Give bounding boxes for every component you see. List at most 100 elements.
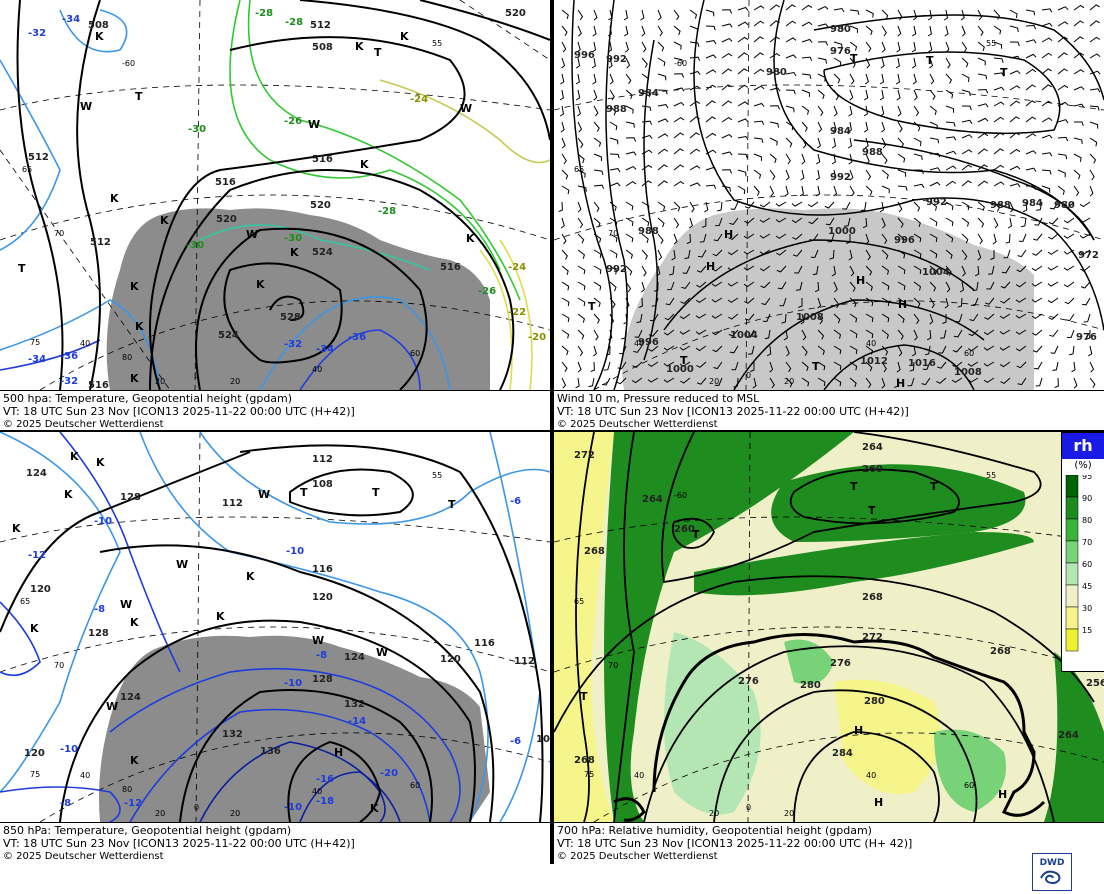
wind-barb xyxy=(929,57,934,69)
panel-title: Wind 10 m, Pressure reduced to MSL xyxy=(557,392,760,405)
wind-barb xyxy=(983,361,995,367)
wind-barb xyxy=(833,105,838,117)
wind-barb xyxy=(1083,313,1091,323)
wind-barb xyxy=(1054,377,1059,389)
wind-barb xyxy=(759,265,771,272)
wind-barb xyxy=(1082,297,1091,306)
wind-barb xyxy=(737,118,749,123)
panel-title: 700 hPa: Relative humidity, Geopotential… xyxy=(557,824,872,837)
wind-barb xyxy=(924,345,931,356)
pressure-center: W xyxy=(106,700,118,713)
wind-barb xyxy=(1035,377,1043,387)
temp-label: -30 xyxy=(284,233,302,244)
pressure-center: K xyxy=(130,372,139,385)
wind-barb xyxy=(673,41,682,50)
wind-barb xyxy=(865,377,872,389)
wind-barb xyxy=(1068,345,1075,356)
wind-barb xyxy=(929,297,935,309)
wind-barb xyxy=(721,68,732,75)
wind-barb xyxy=(689,70,701,75)
wind-barb xyxy=(699,233,707,243)
temp-label-group: -10 -12 -8 -10 -6 -8 -10 -12 -10 -14 -16… xyxy=(28,496,521,813)
wind-barb xyxy=(953,329,963,338)
wind-barb xyxy=(849,73,855,85)
isobar-label: 984 xyxy=(830,126,851,137)
wind-barb xyxy=(689,132,700,139)
wind-barb xyxy=(977,41,985,51)
wind-barb xyxy=(798,298,803,308)
wind-barb xyxy=(673,102,685,107)
wind-barb xyxy=(961,249,968,261)
wind-barb xyxy=(825,217,835,226)
temp-label: -22 xyxy=(508,307,526,318)
wind-barb xyxy=(1074,121,1084,126)
wind-barb xyxy=(560,121,565,133)
grid-label: -60 xyxy=(674,59,687,68)
wind-barb xyxy=(1031,281,1043,287)
wind-barb xyxy=(945,73,953,84)
height-label: 124 xyxy=(26,468,47,479)
pressure-center: T xyxy=(374,46,382,59)
wind-barb xyxy=(817,377,826,387)
wind-barb xyxy=(609,153,620,159)
wind-barb xyxy=(609,265,618,275)
wind-barb xyxy=(593,265,602,275)
pressure-center: K xyxy=(400,30,409,43)
wind-barb xyxy=(945,105,955,113)
wind-barb xyxy=(775,201,787,207)
wind-barb xyxy=(1041,169,1052,175)
height-label: 524 xyxy=(218,330,239,341)
wind-barb xyxy=(641,41,647,53)
grid-label: 40 xyxy=(80,771,90,780)
legend-labels: 95 90 80 70 60 45 30 15 xyxy=(1082,475,1092,635)
wind-barb xyxy=(561,281,570,291)
wind-barb xyxy=(1089,121,1099,129)
wind-barb xyxy=(1018,233,1027,242)
wind-barb xyxy=(1080,281,1091,289)
wind-barb xyxy=(737,68,748,75)
wind-barb xyxy=(577,217,584,229)
wind-barb xyxy=(844,217,851,227)
wind-barb xyxy=(721,23,733,28)
wind-barb xyxy=(679,361,691,367)
wind-barb xyxy=(561,377,567,389)
wind-barb xyxy=(769,137,778,146)
wind-barb xyxy=(1073,169,1081,180)
wind-barb xyxy=(833,377,842,387)
wind-barb xyxy=(689,148,701,155)
wind-barb xyxy=(1016,265,1027,273)
isobar-label: 996 xyxy=(638,337,659,348)
wind-barb xyxy=(657,233,664,244)
wind-barb xyxy=(1025,53,1037,59)
wind-barb xyxy=(801,56,813,61)
height-label: 256 xyxy=(1086,678,1104,689)
temp-label: -28 xyxy=(255,8,273,19)
wind-barb xyxy=(862,217,868,229)
height-label: 268 xyxy=(574,755,595,766)
wind-barb xyxy=(737,101,749,107)
wind-barb xyxy=(929,105,937,115)
height-label: 128 xyxy=(88,628,109,639)
wind-barb xyxy=(753,185,760,196)
height-label: 124 xyxy=(344,652,365,663)
wind-barb xyxy=(881,313,890,323)
wind-barb xyxy=(776,265,787,273)
wind-barb xyxy=(833,57,842,67)
wind-barb xyxy=(695,297,707,304)
wind-barb xyxy=(744,297,755,304)
wind-barb xyxy=(945,41,950,53)
wind-barb xyxy=(1073,377,1078,389)
map-500hpa-svg: 508 512 508 516 516 520 520 524 528 524 … xyxy=(0,0,550,390)
wind-barb xyxy=(560,217,565,229)
legend-band xyxy=(1065,628,1079,652)
temp-label: -32 xyxy=(284,339,302,350)
wind-barb xyxy=(929,265,937,275)
legend-bands xyxy=(1065,475,1079,652)
wind-barb xyxy=(728,329,739,337)
wind-barb xyxy=(945,249,953,260)
wind-barb xyxy=(593,329,599,341)
pressure-center: K xyxy=(95,30,104,43)
wind-barb xyxy=(576,41,581,53)
wind-barb xyxy=(779,297,787,307)
wind-barb xyxy=(913,201,921,212)
